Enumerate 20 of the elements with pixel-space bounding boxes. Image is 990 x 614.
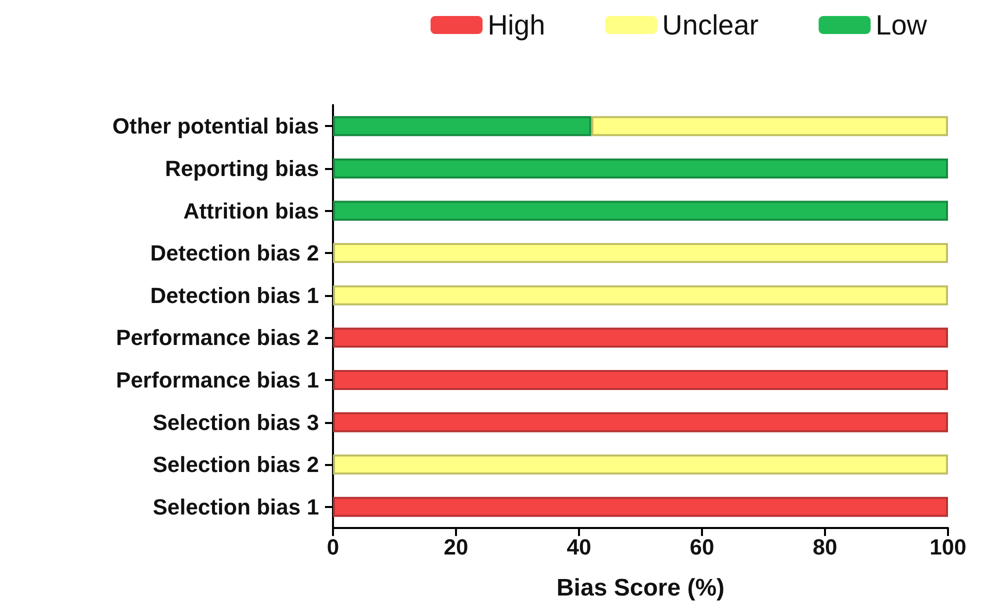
x-axis-title: Bias Score (%) — [556, 574, 725, 602]
y-tick-label: Performance bias 1 — [116, 367, 319, 392]
y-tick-label: Selection bias 1 — [152, 494, 319, 520]
y-tick-label: Attrition bias — [183, 198, 319, 224]
x-tick-label: 40 — [566, 534, 592, 560]
legend-label: Low — [876, 10, 928, 40]
legend-label: Unclear — [662, 10, 759, 40]
x-tick-label: 20 — [444, 534, 468, 560]
y-tick-label: Selection bias 2 — [152, 452, 319, 478]
y-tick-label: Reporting bias — [164, 156, 319, 181]
x-tick-label: 100 — [930, 534, 966, 560]
x-tick-label: 60 — [690, 534, 714, 560]
y-tick-label: Selection bias 3 — [152, 410, 319, 435]
legend-label: High — [488, 10, 546, 40]
y-tick-label: Detection bias 1 — [150, 282, 319, 308]
y-tick-label: Other potential bias — [112, 114, 319, 139]
y-tick-label: Performance bias 2 — [116, 325, 319, 350]
x-tick-label: 80 — [812, 534, 838, 560]
x-tick-label: 0 — [326, 534, 340, 560]
y-tick-label: Detection bias 2 — [150, 240, 319, 266]
